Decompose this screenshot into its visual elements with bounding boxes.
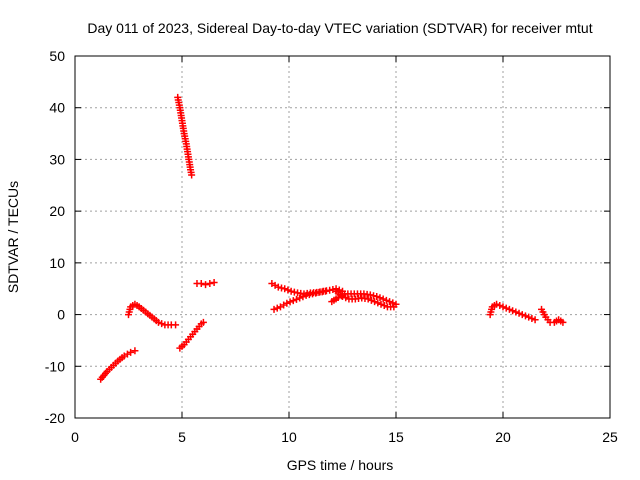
data-point [499, 303, 507, 311]
data-point [505, 305, 513, 313]
plot-frame [74, 55, 611, 419]
x-tick-label: 25 [602, 429, 618, 445]
data-point [339, 292, 346, 300]
data-point [287, 287, 295, 295]
x-tick-label: 20 [495, 429, 511, 445]
data-point [502, 304, 510, 312]
data-point [296, 294, 304, 302]
series-pass-j [486, 300, 539, 324]
series-pass-c [174, 93, 196, 179]
data-point [559, 318, 567, 326]
data-point [274, 283, 282, 291]
y-tick-label: 50 [49, 48, 65, 64]
y-tick-label: 10 [49, 255, 65, 271]
y-tick-label: 0 [57, 307, 65, 323]
y-tick-label: 20 [49, 203, 65, 219]
data-point [326, 286, 334, 294]
series-pass-d [176, 318, 207, 352]
grid-layer [75, 56, 610, 418]
data-point [284, 286, 292, 294]
data-point [386, 298, 394, 306]
data-point [371, 298, 379, 306]
data-point [389, 299, 397, 307]
data-point [199, 318, 207, 326]
data-point [281, 285, 289, 293]
data-point [377, 300, 385, 308]
data-point [270, 305, 278, 313]
chart-title: Day 011 of 2023, Sidereal Day-to-day VTE… [87, 20, 592, 36]
data-point [289, 297, 297, 305]
data-point [273, 304, 281, 312]
data-point [512, 308, 520, 316]
data-point [525, 313, 533, 321]
y-tick-label: -20 [45, 410, 65, 426]
x-tick-label: 5 [178, 429, 186, 445]
series-pass-b [125, 300, 180, 329]
data-point [380, 302, 388, 310]
y-axis-label: SDTVAR / TECUs [5, 181, 21, 293]
data-point [154, 318, 162, 326]
data-point [290, 288, 298, 296]
series-pass-i [332, 287, 398, 311]
data-point [197, 280, 205, 288]
x-tick-label: 0 [71, 429, 79, 445]
data-point [518, 311, 526, 319]
series-pass-k [538, 305, 567, 326]
data-point [528, 314, 536, 322]
data-point [206, 280, 214, 288]
data-point [286, 298, 294, 306]
series-pass-h [328, 290, 400, 308]
data-point [172, 321, 180, 329]
data-point [309, 290, 317, 298]
data-point [312, 289, 320, 297]
y-tick-label: -10 [45, 358, 65, 374]
data-point [292, 295, 300, 303]
data-point [515, 309, 523, 317]
data-point [379, 295, 387, 303]
data-point [370, 292, 378, 300]
data-point [364, 295, 372, 303]
data-point [302, 291, 310, 299]
data-point [493, 300, 501, 308]
data-point [374, 299, 382, 307]
x-axis-label: GPS time / hours [287, 457, 394, 473]
data-point [509, 307, 517, 315]
data-point [521, 312, 529, 320]
data-point [366, 291, 374, 299]
data-point [278, 284, 286, 292]
x-tick-label: 10 [281, 429, 297, 445]
points-layer [97, 93, 567, 383]
data-point [210, 279, 218, 287]
data-point [283, 299, 291, 307]
data-point [390, 303, 398, 311]
data-point [321, 287, 329, 295]
data-point [158, 320, 166, 328]
y-tick-label: 30 [49, 151, 65, 167]
data-point [531, 316, 539, 324]
data-point [496, 302, 504, 310]
x-tick-label: 15 [388, 429, 404, 445]
y-tick-label: 40 [49, 100, 65, 116]
data-point [373, 292, 381, 300]
data-point [202, 281, 210, 289]
data-point [131, 347, 139, 355]
data-point [127, 348, 135, 356]
data-point [367, 296, 375, 304]
data-point [382, 296, 390, 304]
series-pass-e [193, 279, 218, 289]
data-point [376, 294, 384, 302]
data-point [342, 294, 350, 302]
data-point [305, 291, 313, 299]
series-pass-a [97, 347, 139, 383]
series-pass-g [270, 287, 329, 313]
data-point [188, 171, 196, 179]
data-point [299, 293, 307, 301]
